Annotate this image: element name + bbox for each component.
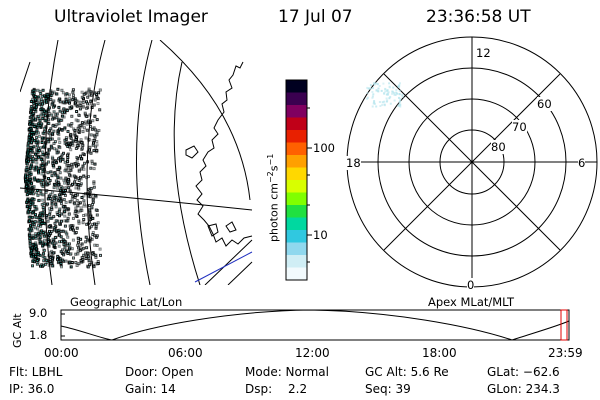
lat-label-80: 80 xyxy=(491,140,506,154)
latitude-arc xyxy=(86,40,106,285)
glat-info: GLat: −62.6 xyxy=(487,365,560,379)
dsp-value: 2.2 xyxy=(288,382,308,396)
seq-info: Seq: 39 xyxy=(365,382,411,396)
timeline-ymin: 1.8 xyxy=(29,328,48,342)
coastline xyxy=(225,221,237,233)
colorbar-band xyxy=(286,242,307,256)
coastline xyxy=(185,145,199,159)
colorbar-band xyxy=(286,180,307,193)
filter-info: Flt: LBHL xyxy=(9,365,63,379)
colorbar-band xyxy=(286,80,307,93)
colorbar-band xyxy=(286,230,307,243)
mode-info: Mode: Normal xyxy=(245,365,329,379)
colorbar-band xyxy=(286,142,307,156)
gc-alt-info: GC Alt: 5.6 Re xyxy=(365,365,449,379)
mlt-label-0: 0 xyxy=(467,278,475,292)
colorbar-band xyxy=(286,267,307,281)
colorbar-tick-100: 100 xyxy=(313,141,335,155)
timeline-tick-2359: 23:59 xyxy=(548,346,583,360)
timeline-ylabel: GC Alt xyxy=(11,313,24,348)
ip-info: IP: 36.0 xyxy=(9,382,55,396)
colorbar-band xyxy=(286,155,307,168)
aurora-emission-polar xyxy=(366,82,404,108)
latitude-arc xyxy=(159,40,251,201)
colorbar-band xyxy=(286,255,307,268)
mlt-label-6: 6 xyxy=(578,156,586,170)
lat-label-70: 70 xyxy=(512,120,527,134)
colorbar-band xyxy=(286,92,307,106)
colorbar-band xyxy=(286,130,307,143)
latitude-arc xyxy=(44,40,59,285)
colorbar-band xyxy=(286,205,307,218)
lat-label-60: 60 xyxy=(537,97,552,111)
meridian-line xyxy=(204,239,253,285)
meridian-line xyxy=(227,261,253,285)
current-time-marker xyxy=(560,309,568,341)
aurora-emission xyxy=(23,87,102,269)
door-info: Door: Open xyxy=(125,365,194,379)
glon-info: GLon: 234.3 xyxy=(487,382,560,396)
mlt-label-18: 18 xyxy=(346,156,361,170)
colorbar-band xyxy=(286,167,307,181)
colorbar-band xyxy=(286,117,307,131)
latitude-arc xyxy=(173,61,201,285)
coastline xyxy=(195,61,253,247)
dsp-label: Dsp: xyxy=(245,382,273,396)
timeline-tick-0600: 06:00 xyxy=(168,346,203,360)
mlt-label-12: 12 xyxy=(476,46,491,60)
map-boundary xyxy=(194,251,253,283)
coastline xyxy=(207,223,219,237)
instrument-title: Ultraviolet Imager xyxy=(54,7,208,27)
altitude-curve xyxy=(60,309,570,341)
colorbar-band xyxy=(286,192,307,206)
timeline-tick-0000: 00:00 xyxy=(44,346,79,360)
image-date: 17 Jul 07 xyxy=(278,7,353,27)
colorbar-band xyxy=(286,105,307,118)
timeline-tick-1800: 18:00 xyxy=(422,346,457,360)
latitude-arc xyxy=(136,40,153,285)
mlt-diagonal-line xyxy=(383,73,561,251)
image-time: 23:36:58 UT xyxy=(426,7,531,27)
polar-panel-label: Apex MLat/MLT xyxy=(428,295,515,309)
latitude-arc xyxy=(20,61,31,93)
timeline-tick-1200: 12:00 xyxy=(295,346,330,360)
colorbar-band xyxy=(286,217,307,231)
meridian-line xyxy=(20,187,253,211)
geographic-panel-label: Geographic Lat/Lon xyxy=(70,295,183,309)
gain-info: Gain: 14 xyxy=(125,382,176,396)
colorbar-tick-10: 10 xyxy=(313,228,328,242)
timeline-ymax: 9.0 xyxy=(29,306,48,320)
